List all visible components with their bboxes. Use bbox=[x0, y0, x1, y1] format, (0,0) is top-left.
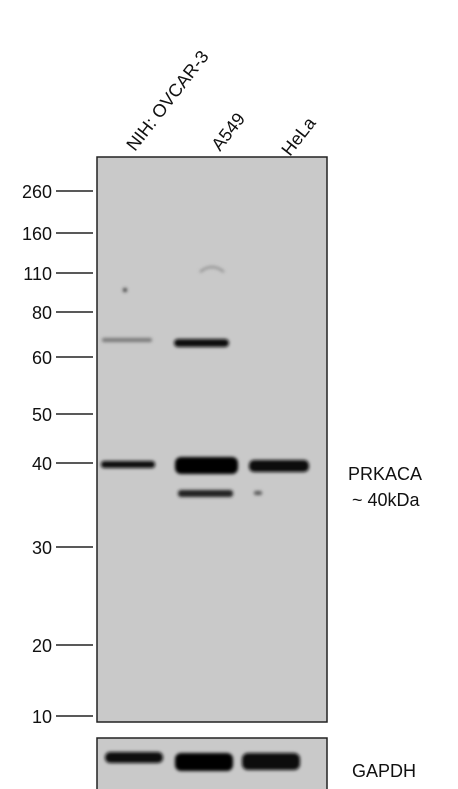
band bbox=[175, 753, 233, 771]
lane-label: NIH: OVCAR-3 bbox=[122, 47, 212, 155]
marker-label: 10 bbox=[32, 707, 52, 727]
markers: 260 160 110 80 60 50 40 30 20 10 bbox=[22, 182, 93, 727]
artifact bbox=[123, 288, 127, 292]
figure: NIH: OVCAR-3 A549 HeLa 260 160 110 80 60… bbox=[0, 0, 458, 789]
loading-control-label: GAPDH bbox=[352, 761, 416, 781]
target-size: ~ 40kDa bbox=[352, 490, 421, 510]
marker-label: 160 bbox=[22, 224, 52, 244]
lane-label: HeLa bbox=[277, 112, 320, 159]
target-name: PRKACA bbox=[348, 464, 422, 484]
marker-label: 80 bbox=[32, 303, 52, 323]
band bbox=[178, 490, 233, 497]
marker-label: 30 bbox=[32, 538, 52, 558]
marker-label: 40 bbox=[32, 454, 52, 474]
band bbox=[254, 491, 262, 495]
band bbox=[249, 460, 309, 472]
blot-panel bbox=[97, 157, 327, 722]
band bbox=[105, 752, 163, 763]
marker-label: 60 bbox=[32, 348, 52, 368]
band bbox=[242, 753, 300, 770]
marker-label: 110 bbox=[23, 264, 52, 284]
marker-label: 20 bbox=[32, 636, 52, 656]
marker-label: 50 bbox=[32, 405, 52, 425]
marker-label: 260 bbox=[22, 182, 52, 202]
band bbox=[101, 461, 155, 468]
band bbox=[102, 338, 152, 342]
lane-label: A549 bbox=[207, 109, 249, 154]
band bbox=[174, 339, 229, 347]
band bbox=[175, 457, 238, 474]
